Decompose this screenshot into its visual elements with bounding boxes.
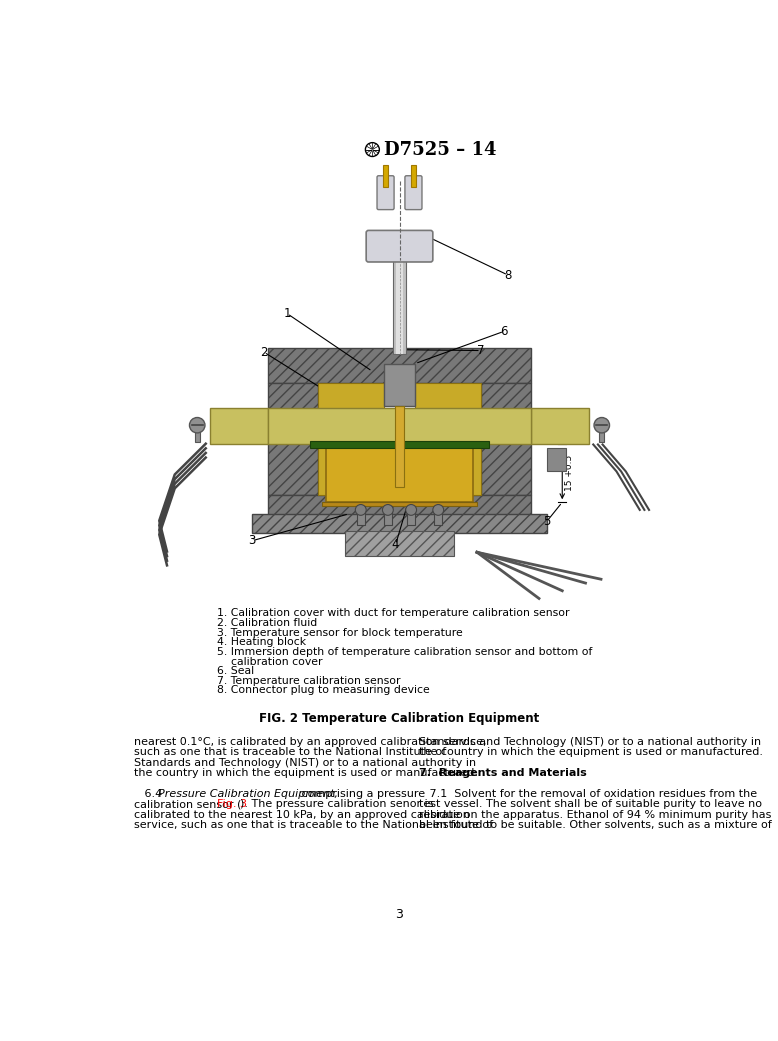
- Bar: [384, 506, 392, 526]
- Text: service, such as one that is traceable to the National Institute of: service, such as one that is traceable t…: [134, 820, 492, 831]
- Text: 1: 1: [283, 307, 291, 320]
- Text: FIG. 2 Temperature Calibration Equipment: FIG. 2 Temperature Calibration Equipment: [258, 712, 539, 725]
- Text: the country in which the equipment is used or manufactured.: the country in which the equipment is us…: [419, 747, 763, 758]
- Text: test vessel. The solvent shall be of suitable purity to leave no: test vessel. The solvent shall be of sui…: [419, 799, 762, 810]
- Text: 6.4: 6.4: [134, 789, 166, 799]
- Bar: [357, 506, 365, 526]
- Bar: [481, 383, 531, 494]
- Text: 7.1  Solvent for the removal of oxidation residues from the: 7.1 Solvent for the removal of oxidation…: [419, 789, 757, 799]
- Bar: [252, 514, 547, 533]
- Text: 1. Calibration cover with duct for temperature calibration sensor: 1. Calibration cover with duct for tempe…: [217, 609, 569, 618]
- Text: 5: 5: [543, 515, 551, 528]
- FancyBboxPatch shape: [405, 176, 422, 209]
- Text: Standards and Technology (NIST) or to a national authority in: Standards and Technology (NIST) or to a …: [419, 737, 761, 747]
- Text: 5. Immersion depth of temperature calibration sensor and bottom of: 5. Immersion depth of temperature calibr…: [217, 646, 593, 657]
- Bar: [394, 259, 405, 354]
- Text: 2. Calibration fluid: 2. Calibration fluid: [217, 618, 317, 628]
- Text: been found to be suitable. Other solvents, such as a mixture of: been found to be suitable. Other solvent…: [419, 820, 772, 831]
- Text: D7525 – 14: D7525 – 14: [384, 141, 496, 158]
- Bar: [195, 427, 199, 442]
- Text: Standards and Technology (NIST) or to a national authority in: Standards and Technology (NIST) or to a …: [134, 758, 476, 768]
- Bar: [434, 506, 442, 526]
- Text: 2: 2: [260, 346, 268, 358]
- Text: 6: 6: [500, 325, 508, 337]
- Bar: [384, 363, 415, 406]
- Circle shape: [594, 417, 609, 433]
- Bar: [318, 383, 384, 438]
- Text: 6. Seal: 6. Seal: [217, 666, 254, 677]
- Text: 7: 7: [477, 344, 485, 357]
- Bar: [384, 164, 388, 186]
- Bar: [268, 383, 318, 494]
- Bar: [268, 408, 531, 445]
- Text: comprising a pressure: comprising a pressure: [298, 789, 425, 799]
- Bar: [395, 406, 404, 487]
- Bar: [547, 449, 566, 472]
- Text: 7.  Reagents and Materials: 7. Reagents and Materials: [419, 768, 587, 779]
- Text: the country in which the equipment is used or manufactured.: the country in which the equipment is us…: [134, 768, 478, 779]
- Bar: [310, 440, 489, 449]
- Text: residue on the apparatus. Ethanol of 94 % minimum purity has: residue on the apparatus. Ethanol of 94 …: [419, 810, 771, 820]
- Bar: [318, 439, 384, 494]
- Text: 4. Heating block: 4. Heating block: [217, 637, 307, 648]
- Bar: [322, 502, 477, 506]
- Text: 8: 8: [504, 269, 512, 281]
- Bar: [407, 506, 415, 526]
- Circle shape: [356, 505, 366, 515]
- Text: 3: 3: [394, 908, 403, 920]
- Text: 3. Temperature sensor for block temperature: 3. Temperature sensor for block temperat…: [217, 628, 463, 638]
- Text: nearest 0.1°C, is calibrated by an approved calibration service,: nearest 0.1°C, is calibrated by an appro…: [134, 737, 486, 747]
- Text: 4: 4: [392, 538, 399, 551]
- Text: 3: 3: [248, 534, 256, 548]
- Bar: [415, 383, 481, 438]
- Text: 8. Connector plug to measuring device: 8. Connector plug to measuring device: [217, 685, 430, 695]
- Text: such as one that is traceable to the National Institute of: such as one that is traceable to the Nat…: [134, 747, 446, 758]
- Text: 15 +0.5: 15 +0.5: [566, 455, 574, 491]
- Bar: [268, 494, 531, 517]
- Bar: [345, 532, 454, 556]
- Bar: [415, 439, 481, 494]
- Bar: [531, 408, 590, 445]
- Bar: [326, 447, 473, 502]
- Text: calibrated to the nearest 10 kPa, by an approved calibration: calibrated to the nearest 10 kPa, by an …: [134, 810, 470, 820]
- Bar: [209, 408, 268, 445]
- Circle shape: [433, 505, 443, 515]
- Circle shape: [190, 417, 205, 433]
- Text: calibration cover: calibration cover: [217, 657, 323, 666]
- FancyBboxPatch shape: [377, 176, 394, 209]
- Bar: [411, 164, 415, 186]
- Bar: [268, 349, 531, 383]
- Text: Fig. 3: Fig. 3: [217, 799, 247, 810]
- Bar: [397, 259, 402, 354]
- Text: calibration sensor (: calibration sensor (: [134, 799, 241, 810]
- Text: 7. Temperature calibration sensor: 7. Temperature calibration sensor: [217, 676, 401, 686]
- Text: ). The pressure calibration senor is: ). The pressure calibration senor is: [240, 799, 433, 810]
- FancyBboxPatch shape: [366, 230, 433, 262]
- Circle shape: [383, 505, 394, 515]
- Text: Pressure Calibration Equipment,: Pressure Calibration Equipment,: [158, 789, 338, 799]
- Bar: [600, 427, 604, 442]
- Circle shape: [405, 505, 416, 515]
